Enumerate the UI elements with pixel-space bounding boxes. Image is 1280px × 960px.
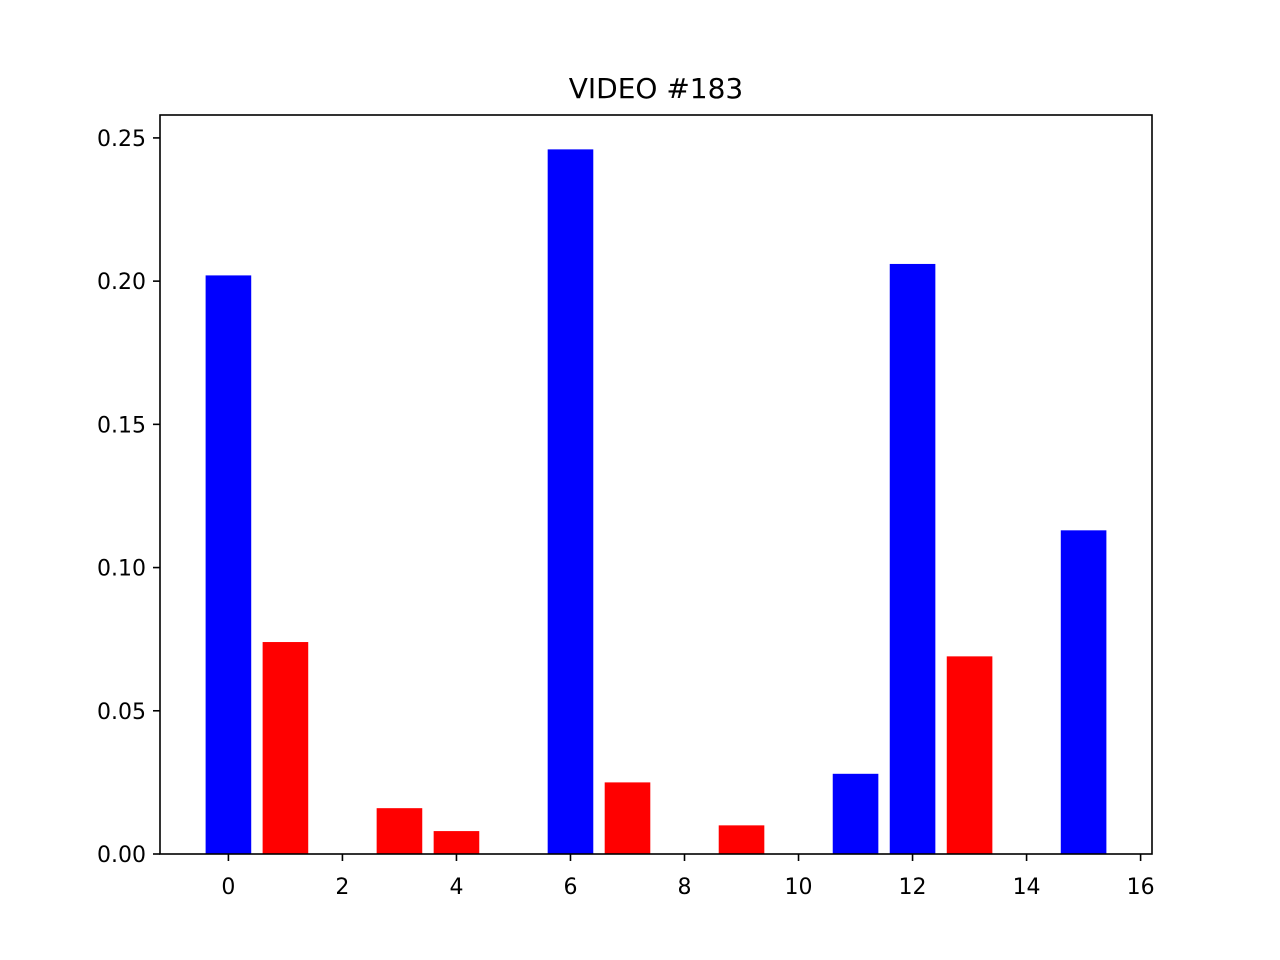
x-tick-label: 8 [678, 875, 692, 900]
bar-6 [547, 149, 594, 855]
y-axis: 0.00 0.05 0.10 0.15 0.20 0.25 [97, 127, 160, 868]
x-tick-label: 16 [1127, 875, 1155, 900]
x-tick-label: 6 [563, 875, 577, 900]
bar-15 [1060, 530, 1107, 854]
x-tick-label: 4 [449, 875, 463, 900]
y-tick-label: 0.05 [97, 700, 146, 725]
bar-12 [889, 263, 936, 854]
x-tick-label: 10 [785, 875, 813, 900]
bar-7 [604, 782, 651, 854]
bar-1 [262, 642, 309, 854]
bars-layer [205, 149, 1107, 855]
y-tick-label: 0.25 [97, 127, 146, 152]
bar-0 [205, 275, 252, 855]
x-tick-label: 12 [899, 875, 927, 900]
y-tick-label: 0.20 [97, 270, 146, 295]
chart-title: VIDEO #183 [569, 72, 744, 105]
plot-frame [159, 114, 1153, 855]
y-tick-label: 0.15 [97, 413, 146, 438]
bar-3 [376, 808, 423, 854]
bar-4 [433, 831, 480, 854]
y-tick-label: 0.10 [97, 557, 146, 582]
y-tick-label: 0.00 [97, 843, 146, 868]
bar-9 [718, 825, 765, 854]
bar-13 [946, 656, 993, 854]
x-axis: 0 2 4 6 8 10 12 14 16 [221, 854, 1155, 900]
x-tick-label: 2 [335, 875, 349, 900]
bar-11 [832, 773, 879, 854]
x-tick-label: 14 [1013, 875, 1041, 900]
x-tick-label: 0 [221, 875, 235, 900]
